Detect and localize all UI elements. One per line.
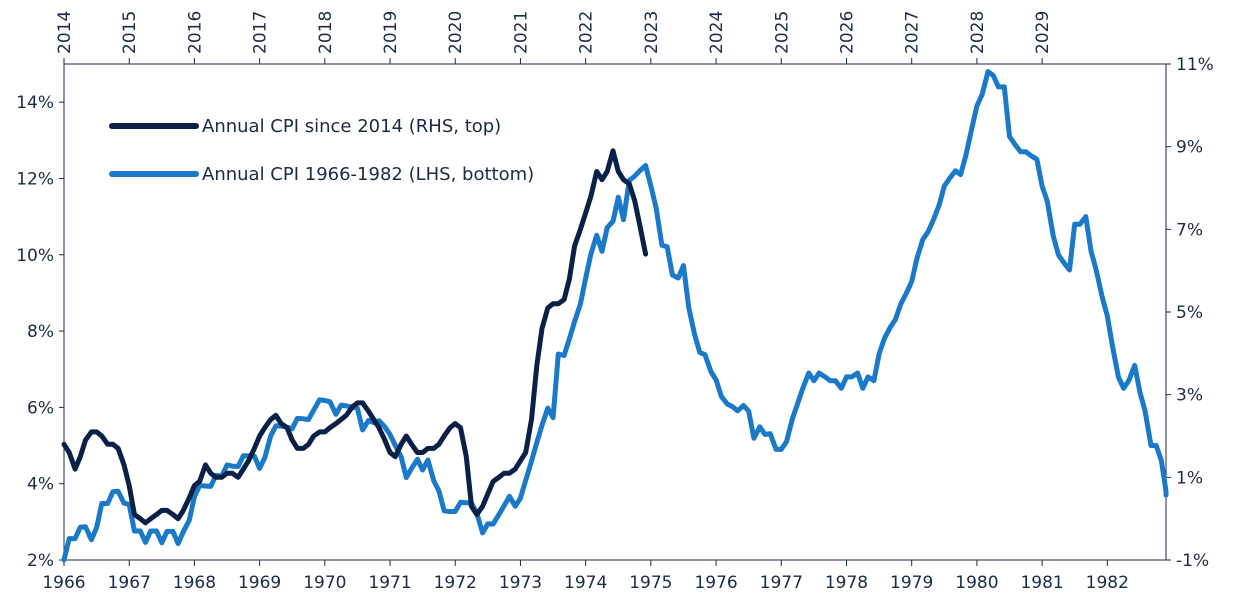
x-top-tick-label: 2029 <box>1033 11 1053 54</box>
series-line-lhs <box>61 69 1169 563</box>
x-top-tick-label: 2016 <box>185 11 205 54</box>
series-lines <box>61 69 1169 563</box>
legend-label-lhs: Annual CPI 1966-1982 (LHS, bottom) <box>202 164 534 185</box>
y-right-tick-label: 3% <box>1176 386 1203 406</box>
x-top-tick-label: 2028 <box>968 11 988 54</box>
y-right-tick-label: 1% <box>1176 468 1203 488</box>
x-bottom-tick-label: 1979 <box>890 573 933 593</box>
x-bottom-tick-label: 1973 <box>499 573 542 593</box>
x-top-tick-label: 2021 <box>511 11 531 54</box>
y-right-tick-label: 5% <box>1176 303 1203 323</box>
y-left-tick-label: 14% <box>16 93 54 113</box>
y-right-tick-label: 7% <box>1176 220 1203 240</box>
y-left-tick-label: 2% <box>27 551 54 571</box>
x-bottom-tick-label: 1980 <box>955 573 998 593</box>
x-top-tick-label: 2025 <box>772 11 792 54</box>
x-top-tick-label: 2026 <box>837 11 857 54</box>
y-right-tick-label: 9% <box>1176 138 1203 158</box>
x-bottom-tick-label: 1969 <box>238 573 281 593</box>
legend-label-rhs: Annual CPI since 2014 (RHS, top) <box>202 116 501 137</box>
x-bottom-tick-label: 1974 <box>564 573 607 593</box>
legend-entry-rhs: Annual CPI since 2014 (RHS, top) <box>109 116 501 137</box>
x-top-tick-label: 2020 <box>446 11 466 54</box>
y-left-tick-label: 10% <box>16 246 54 266</box>
y-right-tick-label: -1% <box>1176 551 1209 571</box>
x-top-tick-label: 2014 <box>55 11 75 54</box>
y-right-tick-label: 11% <box>1176 55 1214 75</box>
x-bottom-tick-label: 1976 <box>694 573 737 593</box>
x-bottom-tick-label: 1982 <box>1086 573 1129 593</box>
x-top-tick-label: 2023 <box>642 11 662 54</box>
x-top-tick-label: 2022 <box>577 11 597 54</box>
x-bottom-tick-label: 1966 <box>42 573 85 593</box>
x-bottom-tick-label: 1981 <box>1020 573 1063 593</box>
x-bottom-tick-label: 1972 <box>434 573 477 593</box>
series-line-rhs <box>61 148 649 526</box>
y-left-tick-label: 4% <box>27 475 54 495</box>
x-bottom-tick-label: 1967 <box>108 573 151 593</box>
x-bottom-tick-label: 1975 <box>629 573 672 593</box>
x-top-tick-label: 2018 <box>316 11 336 54</box>
x-top-tick-label: 2017 <box>251 11 271 54</box>
y-left-tick-label: 8% <box>27 322 54 342</box>
legend-entry-lhs: Annual CPI 1966-1982 (LHS, bottom) <box>109 164 534 185</box>
y-left-tick-label: 6% <box>27 398 54 418</box>
x-bottom-tick-label: 1977 <box>760 573 803 593</box>
x-top-tick-label: 2019 <box>381 11 401 54</box>
x-bottom-tick-label: 1970 <box>303 573 346 593</box>
y-left-tick-label: 12% <box>16 169 54 189</box>
x-bottom-tick-label: 1971 <box>368 573 411 593</box>
x-bottom-tick-label: 1978 <box>825 573 868 593</box>
x-bottom-tick-label: 1968 <box>173 573 216 593</box>
axis-ticks: 1966 1967 1968 1969 1970 1971 1972 1973 1974 1975… <box>16 11 1214 593</box>
x-top-tick-label: 2027 <box>903 11 923 54</box>
x-top-tick-label: 2024 <box>707 11 727 54</box>
x-top-tick-label: 2015 <box>120 11 140 54</box>
legend: Annual CPI since 2014 (RHS, top) Annual … <box>109 116 534 185</box>
